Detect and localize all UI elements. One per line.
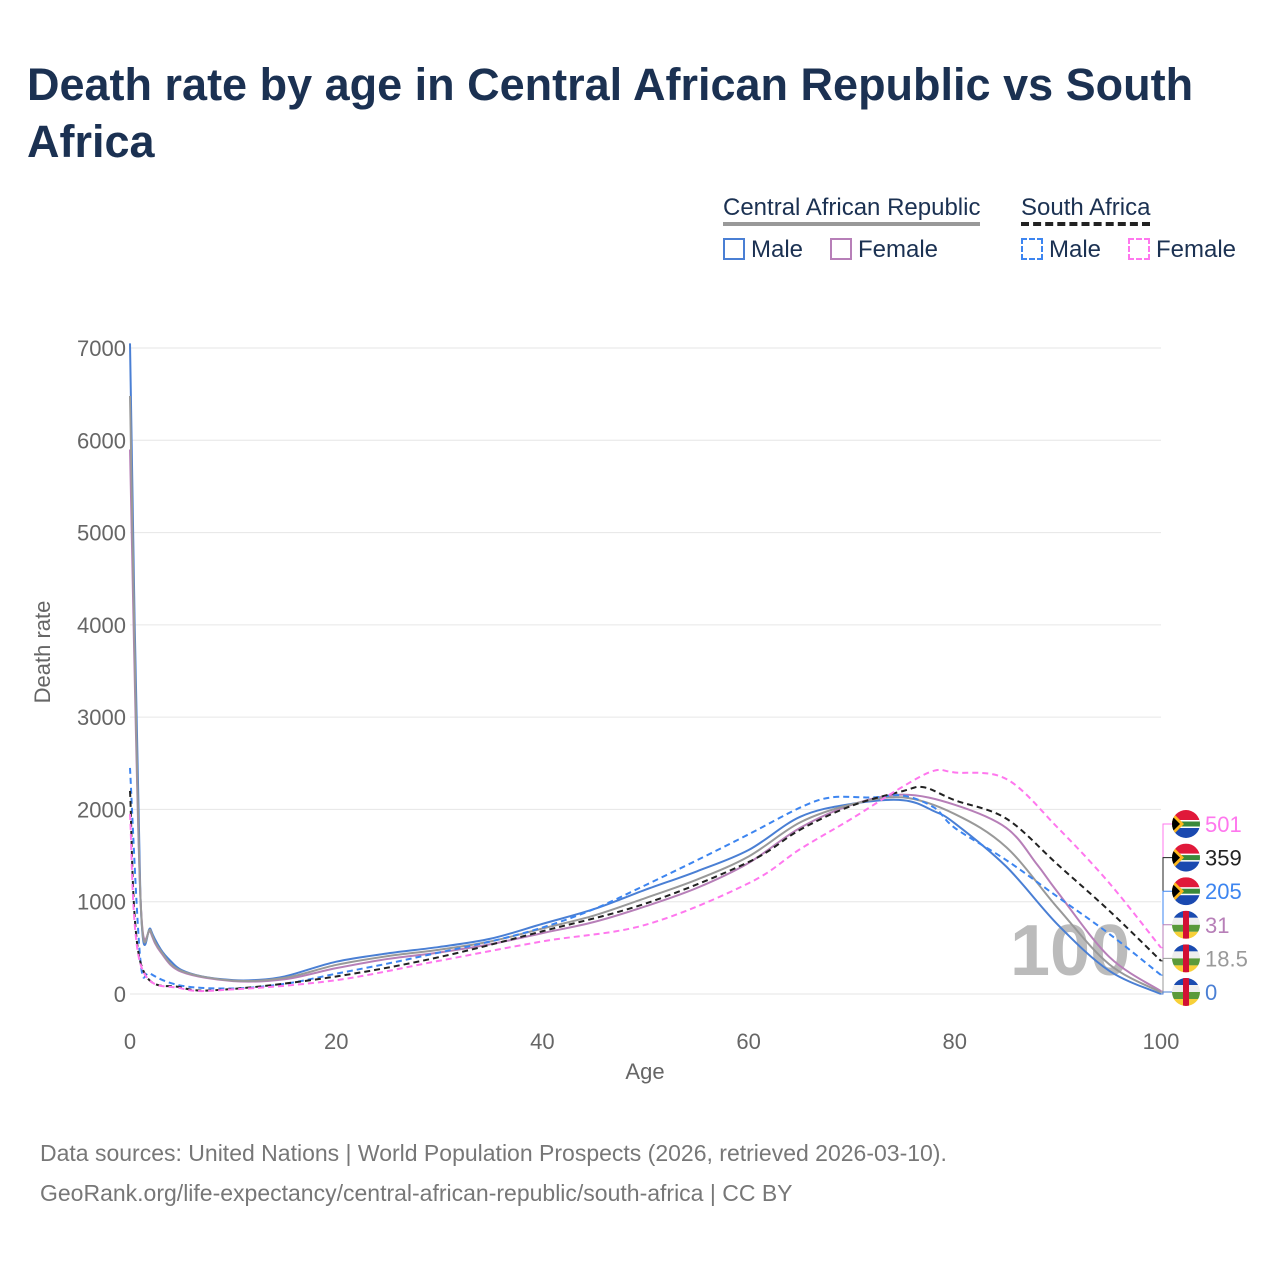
y-tick-label: 7000 (77, 336, 126, 361)
end-value-label: 501 (1205, 812, 1242, 837)
y-tick-label: 3000 (77, 705, 126, 730)
end-value-label: 0 (1205, 980, 1217, 1005)
legend-sa-female[interactable]: Female (1128, 236, 1236, 264)
legend-label: Male (751, 236, 804, 263)
end-value-label: 31 (1205, 913, 1229, 938)
flag-red-band (1183, 944, 1189, 973)
legend-car-male[interactable]: Male (723, 236, 803, 264)
legend-group-label: Central African Republic (723, 194, 981, 221)
flag-black (1172, 816, 1180, 832)
car-flag-icon (1172, 944, 1200, 973)
flag-black (1172, 883, 1180, 900)
flag-green (1172, 821, 1200, 827)
car-flag-icon (1172, 910, 1200, 939)
flag-body (1172, 843, 1200, 872)
flag-black (1172, 849, 1180, 866)
y-tick-label: 4000 (77, 613, 126, 638)
flag-body (1172, 978, 1200, 1006)
footer-source: Data sources: United Nations | World Pop… (40, 1140, 947, 1166)
x-axis-label: Age (625, 1059, 664, 1084)
series-line-2 (129, 395, 1162, 994)
series-line-3 (129, 767, 1162, 990)
south-africa-flag-icon (1172, 877, 1200, 906)
x-tick-label: 20 (324, 1029, 348, 1054)
x-tick-label: 60 (736, 1029, 760, 1054)
y-tick-label: 5000 (77, 521, 126, 546)
legend-sa-male[interactable]: Male (1021, 236, 1101, 264)
legend-label: Female (1156, 236, 1237, 263)
south-africa-flag-icon (1172, 810, 1200, 838)
end-value-label: 18.5 (1205, 946, 1248, 971)
legend-label: Female (858, 236, 939, 263)
footer-link[interactable]: GeoRank.org/life-expectancy/central-afri… (40, 1180, 793, 1206)
flag-body (1172, 877, 1200, 906)
label-connector (1161, 957, 1172, 993)
y-axis-label: Death rate (30, 601, 55, 704)
flag-body (1172, 910, 1200, 939)
label-connector (1161, 991, 1172, 995)
y-tick-label: 2000 (77, 797, 126, 822)
end-value-label: 359 (1205, 846, 1242, 871)
y-tick-label: 0 (114, 982, 126, 1007)
series-line-4 (129, 785, 1162, 992)
legend-swatch (1128, 238, 1150, 260)
chart-title: Death rate by age in Central African Rep… (27, 59, 1194, 167)
flag-body (1172, 810, 1200, 838)
x-tick-label: 0 (124, 1029, 136, 1054)
series-line-5 (129, 768, 1162, 993)
car-flag-icon (1172, 978, 1200, 1006)
legend-group-label: South Africa (1021, 194, 1151, 221)
flag-green (1172, 888, 1200, 894)
y-tick-label: 1000 (77, 890, 126, 915)
flag-red-band (1183, 910, 1189, 939)
x-tick-label: 40 (530, 1029, 554, 1054)
legend-swatch (1021, 238, 1043, 260)
watermark-year: 100 (1010, 911, 1130, 991)
legend-car-female[interactable]: Female (830, 236, 938, 264)
y-tick-label: 6000 (77, 428, 126, 453)
x-tick-label: 100 (1143, 1029, 1180, 1054)
legend-group-car[interactable]: Central African Republic (723, 194, 981, 226)
south-africa-flag-icon (1172, 843, 1200, 872)
flag-body (1172, 944, 1200, 973)
legend-group-sa[interactable]: South Africa (1021, 194, 1151, 226)
series-line-0 (129, 343, 1162, 995)
legend-swatch (723, 238, 745, 260)
series-line-1 (129, 449, 1162, 992)
x-tick-label: 80 (943, 1029, 967, 1054)
flag-green (1172, 855, 1200, 861)
legend-swatch (830, 238, 852, 260)
flag-red-band (1183, 978, 1189, 1006)
legend-label: Male (1049, 236, 1102, 263)
end-value-label: 205 (1205, 879, 1242, 904)
